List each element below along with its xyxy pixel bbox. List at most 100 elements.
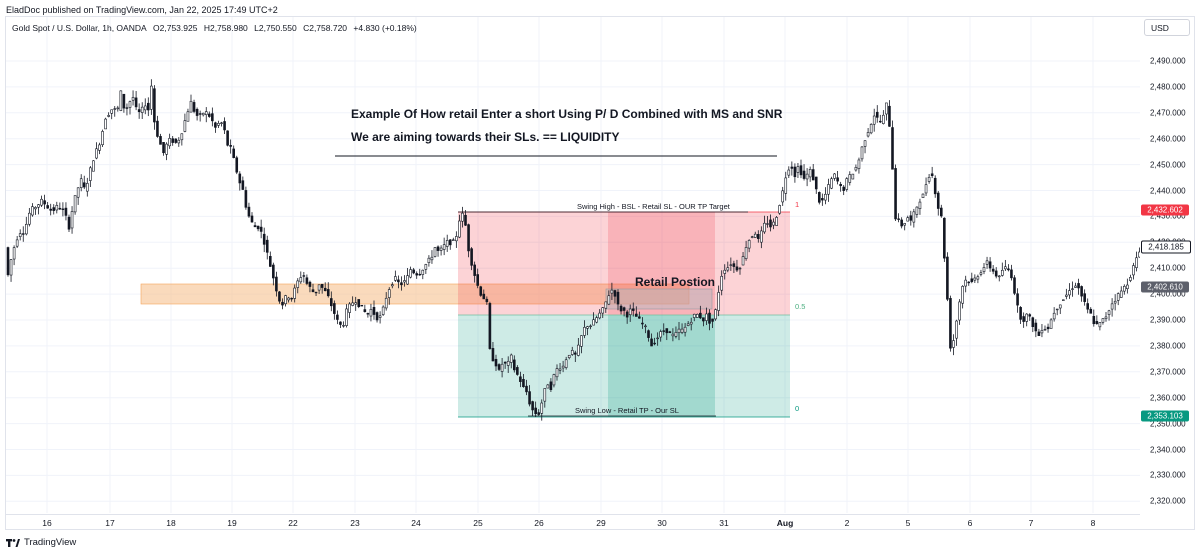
price-chart[interactable] xyxy=(6,17,1140,513)
candle-body xyxy=(1071,288,1074,290)
candle-body xyxy=(336,314,339,320)
candle-body xyxy=(244,190,248,208)
candle-body xyxy=(732,263,736,267)
candle-body xyxy=(323,287,327,292)
publisher-line: EladDoc published on TradingView.com, Ja… xyxy=(6,5,278,15)
candle-body xyxy=(1037,331,1041,336)
candle-body xyxy=(976,276,980,280)
candle-body xyxy=(15,239,19,247)
candle-body xyxy=(360,304,364,307)
candle-body xyxy=(79,178,83,188)
candle-body xyxy=(208,113,211,117)
candle-body xyxy=(58,207,62,210)
candle-body xyxy=(156,120,159,137)
time-tick: 26 xyxy=(534,518,544,528)
candle-body xyxy=(302,275,306,277)
price-tick: 2,490.000 xyxy=(1150,56,1186,66)
candle-body xyxy=(738,267,742,270)
candle-body xyxy=(824,193,827,201)
candle-body xyxy=(827,184,830,195)
candle-body xyxy=(1028,314,1032,317)
candle-body xyxy=(558,368,562,371)
candle-body xyxy=(924,184,928,194)
candle-body xyxy=(577,344,580,356)
candle-body xyxy=(949,298,952,349)
candle-body xyxy=(1132,265,1135,276)
candle-body xyxy=(253,225,257,228)
candle-body xyxy=(326,289,330,297)
candle-body xyxy=(73,195,77,213)
candle-body xyxy=(1098,322,1102,328)
candle-body xyxy=(201,112,205,116)
candle-body xyxy=(314,291,318,294)
candle-body xyxy=(638,316,641,319)
candle-body xyxy=(131,97,135,101)
candle-body xyxy=(55,205,59,211)
candle-body xyxy=(329,298,333,307)
candle-body xyxy=(497,364,501,370)
candle-body xyxy=(473,264,476,276)
price-tick: 2,390.000 xyxy=(1150,315,1186,325)
candle-body xyxy=(787,169,791,176)
candle-body xyxy=(842,186,846,191)
price-tag: 2,353.103 xyxy=(1141,410,1189,422)
candle-body xyxy=(281,301,284,306)
candle-body xyxy=(339,321,342,325)
candle-body xyxy=(305,277,309,284)
candle-body xyxy=(214,122,217,128)
candle-body xyxy=(628,308,632,315)
candle-body xyxy=(381,306,385,315)
candle-body xyxy=(918,201,922,209)
candle-body xyxy=(168,138,171,147)
candle-body xyxy=(610,289,614,294)
candle-body xyxy=(1049,319,1053,329)
candle-body xyxy=(970,278,974,282)
candle-body xyxy=(674,332,678,337)
candle-body xyxy=(241,180,245,190)
candle-body xyxy=(369,309,373,317)
candle-body xyxy=(702,317,705,322)
symbol-info-bar: Gold Spot / U.S. Dollar, 1h, OANDA O2,75… xyxy=(12,23,421,33)
candle-body xyxy=(625,311,629,318)
candle-body xyxy=(1123,286,1126,292)
chart-plot-area[interactable] xyxy=(6,17,1140,513)
price-tick: 2,480.000 xyxy=(1150,82,1186,92)
candle-body xyxy=(836,177,839,182)
retail-position-box[interactable] xyxy=(605,288,713,310)
candle-body xyxy=(104,118,107,130)
candle-body xyxy=(808,169,812,178)
candle-body xyxy=(1086,303,1089,310)
price-tick: 2,430.000 xyxy=(1150,211,1186,221)
swing-high-label: Swing High - BSL - Retail SL - OUR TP Ta… xyxy=(577,202,730,211)
candle-body xyxy=(958,301,961,321)
candle-body xyxy=(885,102,888,115)
candle-body xyxy=(882,114,885,124)
currency-button[interactable]: USD xyxy=(1144,19,1190,36)
candle-body xyxy=(848,174,852,183)
candle-body xyxy=(49,208,53,211)
candle-body xyxy=(494,358,498,367)
candle-body xyxy=(756,234,760,239)
candle-body xyxy=(125,107,129,109)
candle-body xyxy=(802,170,806,179)
candle-body xyxy=(284,295,287,305)
candle-body xyxy=(778,205,781,214)
candle-body xyxy=(211,113,214,122)
candle-body xyxy=(387,289,391,298)
time-axis[interactable]: 16 17 18 19 22 23 24 25 26 29 30 31 Aug 2 5 6 7 8 xyxy=(6,514,1140,531)
candle-body xyxy=(308,281,312,287)
candle-body xyxy=(189,100,193,113)
candle-body xyxy=(46,205,49,209)
fib-label-1: 1 xyxy=(795,200,800,209)
candle-body xyxy=(619,305,623,312)
candle-body xyxy=(476,274,480,286)
candle-body xyxy=(817,192,821,203)
price-axis[interactable]: 2,490.000 2,480.000 2,470.000 2,460.000 2,45… xyxy=(1140,40,1195,516)
candle-body xyxy=(723,269,727,274)
candle-body xyxy=(217,123,220,126)
candle-body xyxy=(622,307,626,311)
candle-body xyxy=(766,223,769,225)
candle-body xyxy=(482,293,486,300)
candle-body xyxy=(1040,330,1044,334)
candle-body xyxy=(1101,318,1105,323)
